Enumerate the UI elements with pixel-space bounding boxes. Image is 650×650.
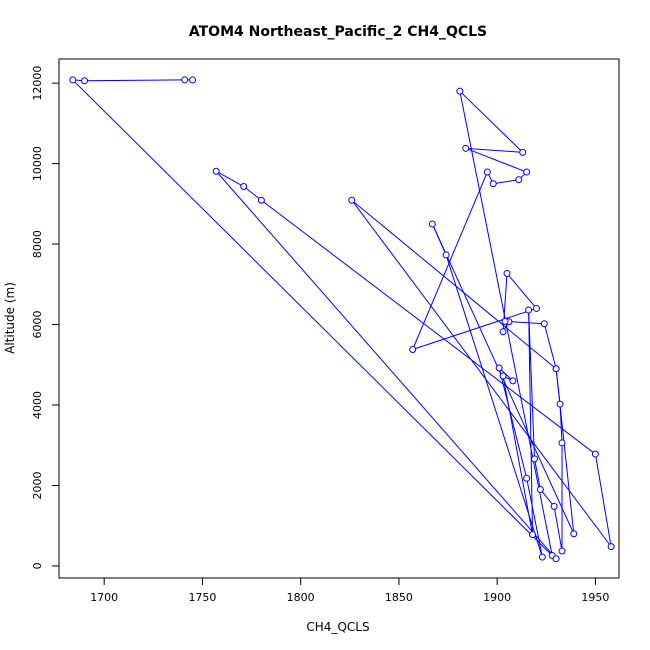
x-tick-label: 1900 (483, 591, 511, 604)
series-segment (493, 179, 519, 185)
y-tick-label: 4000 (31, 391, 44, 419)
series-segment (261, 199, 596, 455)
data-point (483, 168, 491, 176)
series-segment (351, 199, 612, 547)
data-point (607, 543, 615, 551)
data-point (81, 77, 89, 85)
data-point (536, 485, 544, 493)
data-point (552, 365, 560, 373)
data-point (538, 553, 546, 561)
data-point (529, 531, 537, 539)
data-point (550, 502, 558, 510)
data-point (558, 547, 566, 555)
series-lines (72, 79, 612, 560)
data-point (462, 144, 470, 152)
chart-title: ATOM4 Northeast_Pacific_2 CH4_QCLS (189, 24, 487, 40)
data-point (525, 306, 533, 314)
y-tick-label: 12000 (31, 66, 44, 101)
series-segment (459, 90, 524, 153)
series-segment (553, 506, 563, 552)
data-point (428, 220, 436, 228)
series-segment (351, 199, 557, 370)
data-point (515, 176, 523, 184)
data-point (348, 196, 356, 204)
y-tick-label: 6000 (31, 311, 44, 339)
data-point (570, 530, 578, 538)
y-tick-label: 2000 (31, 471, 44, 499)
data-point (519, 148, 527, 156)
series-segment (528, 310, 536, 459)
data-point (558, 439, 566, 447)
x-axis-label: CH4_QCLS (306, 620, 369, 634)
series-points (69, 76, 615, 563)
data-point (456, 87, 464, 95)
series-segment (412, 171, 488, 350)
series-segment (594, 453, 612, 547)
series-segment (555, 368, 575, 534)
series-segment (540, 489, 555, 507)
y-axis-label: Altitude (m) (3, 282, 17, 354)
x-tick-label: 1850 (385, 591, 413, 604)
y-tick-label: 10000 (31, 146, 44, 181)
y-tick-label: 0 (31, 562, 44, 569)
x-tick-label: 1950 (581, 591, 609, 604)
series-segment (534, 458, 541, 490)
data-point (212, 167, 220, 175)
x-tick-label: 1700 (90, 591, 118, 604)
data-point (489, 180, 497, 188)
data-point (501, 317, 509, 325)
series-segment (445, 254, 543, 558)
data-point (552, 555, 560, 563)
series-segment (412, 307, 537, 350)
data-point (503, 269, 511, 277)
data-point (240, 183, 248, 191)
data-point (499, 328, 507, 336)
series-segment (506, 273, 537, 309)
data-point (523, 474, 531, 482)
series-segment (465, 147, 523, 153)
data-point (499, 372, 507, 380)
series-segment (215, 170, 557, 560)
x-tick-label: 1800 (287, 591, 315, 604)
data-point (591, 450, 599, 458)
series-segment (84, 79, 185, 82)
series-segment (72, 79, 553, 556)
series-segment (526, 478, 543, 558)
data-point (532, 304, 540, 312)
data-point (257, 196, 265, 204)
x-axis: 1700 1750 1800 1850 1900 1950 (90, 577, 609, 604)
series-segment (465, 147, 527, 173)
series-segment (498, 367, 528, 479)
series-segment (543, 323, 557, 369)
series-segment (243, 186, 262, 201)
data-point (523, 168, 531, 176)
y-axis: 0 2000 4000 6000 8000 10000 12000 (31, 66, 60, 569)
data-point (189, 76, 197, 84)
series-segment (215, 170, 244, 187)
data-point (531, 455, 539, 463)
data-point (409, 345, 417, 353)
data-point (181, 76, 189, 84)
data-point (69, 76, 77, 84)
y-tick-label: 8000 (31, 230, 44, 258)
x-tick-label: 1750 (188, 591, 216, 604)
data-point (509, 377, 517, 385)
data-point (495, 364, 503, 372)
plot-area (58, 58, 620, 579)
series-segment (528, 310, 534, 535)
data-point (556, 400, 564, 408)
data-point (540, 320, 548, 328)
data-point (442, 251, 450, 259)
